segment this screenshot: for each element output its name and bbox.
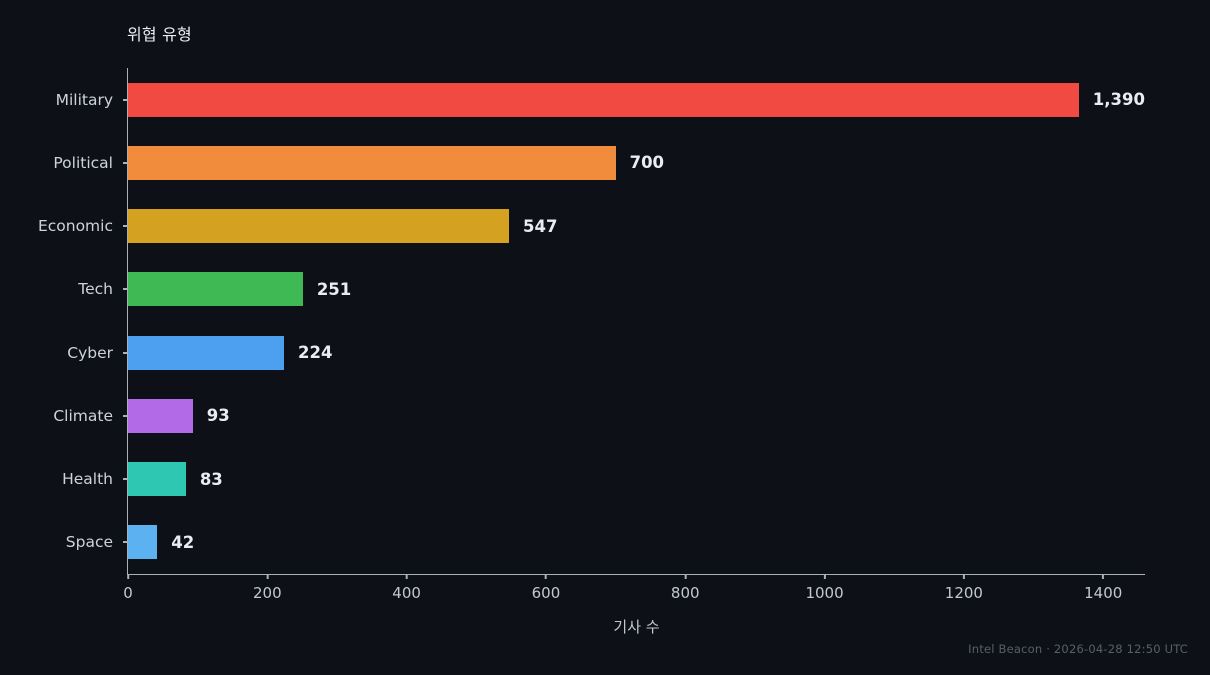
x-tick-label: 1200 (944, 584, 983, 602)
bar-row-health: Health 83 (62, 448, 1145, 511)
bar-row-military: Military 1,390 (56, 68, 1145, 131)
bar-space (128, 525, 158, 560)
x-tick: 200 (253, 574, 282, 602)
x-tick: 400 (392, 574, 421, 602)
value-label: 93 (206, 406, 230, 426)
x-tick-label: 1400 (1084, 584, 1123, 602)
x-axis-label: 기사 수 (613, 618, 660, 636)
plot-area: 기사 수 Military 1,390 Political 700 Economic 54… (38, 68, 1145, 636)
bar-economic (128, 209, 510, 244)
x-tick-mark (962, 574, 965, 579)
value-label: 700 (629, 153, 665, 173)
x-tick: 1400 (1084, 574, 1122, 602)
x-tick-label: 400 (392, 584, 421, 602)
bar-row-cyber: Cyber 224 (67, 321, 1145, 384)
value-label: 1,390 (1092, 90, 1145, 110)
bar-row-space: Space 42 (66, 511, 1145, 574)
bar-health (128, 462, 186, 497)
category-label: Military (55, 90, 113, 109)
x-tick-mark (544, 574, 547, 579)
bar-row-economic: Economic 547 (38, 195, 1145, 258)
y-tick-mark (123, 161, 128, 164)
category-label: Tech (78, 280, 113, 299)
x-tick-mark (823, 574, 826, 579)
y-tick-mark (123, 225, 128, 228)
x-tick-label: 800 (670, 584, 700, 602)
bar-tech (128, 272, 303, 307)
value-label: 251 (316, 279, 352, 299)
x-tick-label: 1000 (805, 584, 844, 602)
bar-row-climate: Climate 93 (53, 384, 1145, 447)
category-label: Economic (37, 217, 113, 236)
x-tick-label: 600 (531, 584, 561, 602)
x-tick: 600 (531, 574, 561, 602)
bar-military (128, 82, 1079, 117)
y-tick-mark (123, 541, 128, 544)
x-tick-mark (266, 574, 269, 579)
y-tick-mark (123, 98, 128, 101)
x-tick: 800 (671, 574, 700, 602)
footer-attribution: Intel Beacon · 2026-04-28 12:50 UTC (968, 642, 1188, 656)
value-label: 42 (171, 532, 195, 552)
x-tick: 1200 (945, 574, 983, 602)
value-label: 224 (298, 343, 333, 363)
x-tick: 0 (123, 574, 133, 602)
bar-row-tech: Tech 251 (78, 258, 1145, 321)
y-tick-mark (123, 478, 128, 481)
value-label: 83 (199, 469, 223, 489)
x-tick-mark (684, 574, 687, 579)
category-label: Space (65, 533, 113, 552)
x-tick-label: 200 (252, 584, 282, 602)
chart-title: 위협 유형 (127, 25, 192, 44)
category-label: Climate (53, 406, 113, 425)
x-tick-mark (126, 574, 129, 579)
x-tick-mark (405, 574, 408, 579)
x-tick-mark (1102, 574, 1105, 579)
y-tick-mark (123, 351, 128, 354)
category-label: Health (62, 470, 113, 489)
category-label: Cyber (67, 343, 113, 362)
x-tick: 1000 (805, 574, 844, 602)
bar-political (128, 145, 616, 180)
x-tick-label: 0 (123, 584, 133, 602)
category-label: Political (53, 153, 113, 172)
bar-climate (128, 398, 193, 433)
bar-row-political: Political 700 (53, 131, 1145, 194)
value-label: 547 (523, 216, 558, 236)
y-tick-mark (123, 414, 128, 417)
bar-cyber (128, 335, 285, 370)
y-tick-mark (123, 288, 128, 291)
